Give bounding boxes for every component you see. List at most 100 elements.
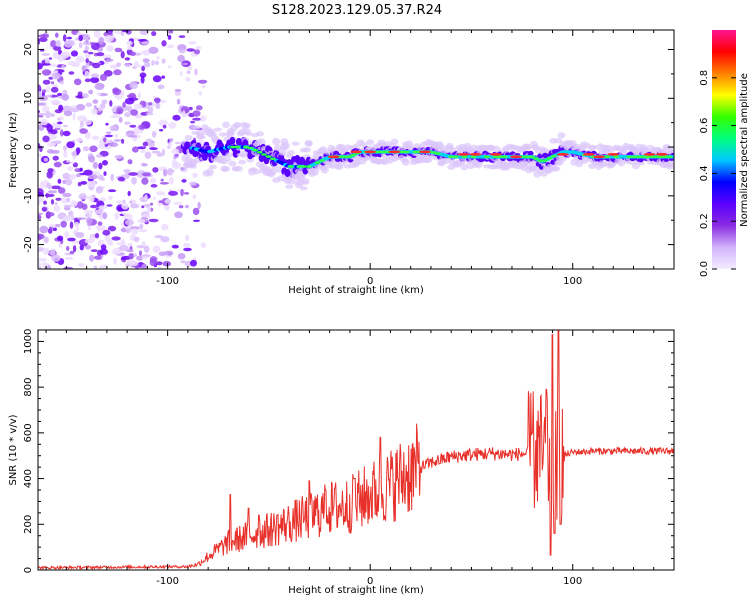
noise-speckle <box>142 49 151 56</box>
noise-speckle <box>94 209 104 215</box>
noise-speckle <box>156 56 160 60</box>
noise-speckle <box>179 71 183 76</box>
noise-speckle <box>91 171 100 176</box>
ridge-max <box>582 153 595 156</box>
noise-speckle <box>98 206 103 211</box>
noise-speckle <box>137 91 141 99</box>
spectrogram-xlabel: Height of straight line (km) <box>288 285 424 296</box>
noise-speckle <box>122 199 126 204</box>
noise-speckle <box>96 224 106 232</box>
noise-speckle <box>86 217 93 225</box>
noise-speckle <box>104 61 109 65</box>
noise-speckle <box>166 168 174 176</box>
noise-speckle <box>66 36 73 40</box>
ridge-peak <box>376 150 383 154</box>
noise-speckle <box>132 146 139 153</box>
ridge-halo <box>225 152 234 158</box>
noise-speckle <box>96 92 102 96</box>
ridge-halo <box>184 134 193 141</box>
noise-speckle <box>180 260 186 264</box>
noise-speckle <box>46 212 55 217</box>
noise-speckle <box>62 172 71 180</box>
ridge-halo <box>257 138 266 146</box>
noise-speckle <box>157 266 162 269</box>
noise-speckle <box>116 242 126 246</box>
noise-speckle <box>164 198 172 204</box>
noise-speckle <box>64 216 71 222</box>
noise-speckle <box>120 90 125 97</box>
noise-speckle <box>185 77 191 82</box>
noise-speckle <box>124 226 130 230</box>
ridge-halo <box>192 125 201 130</box>
spectrogram-area <box>38 30 674 269</box>
noise-speckle <box>180 189 184 197</box>
noise-speckle <box>127 45 133 51</box>
ridge-max <box>643 153 656 156</box>
noise-speckle <box>73 150 77 156</box>
noise-speckle <box>181 110 186 118</box>
ridge-halo <box>552 166 561 172</box>
noise-speckle <box>76 32 82 36</box>
y-tick-label: 0 <box>23 144 34 150</box>
noise-speckle <box>108 195 113 200</box>
noise-speckle <box>131 177 137 185</box>
noise-speckle <box>70 200 78 208</box>
noise-speckle <box>66 159 71 163</box>
ridge-halo <box>301 180 310 185</box>
noise-speckle <box>141 177 149 185</box>
ridge-peak <box>305 165 312 168</box>
noise-speckle <box>52 155 59 161</box>
noise-speckle <box>141 263 148 269</box>
noise-speckle <box>66 246 70 251</box>
y-tick-label: 800 <box>23 378 34 397</box>
noise-speckle <box>45 111 52 119</box>
noise-speckle <box>174 141 181 145</box>
noise-speckle <box>167 142 173 147</box>
ridge-peak <box>229 145 236 149</box>
ridge-halo <box>669 146 674 154</box>
ridge-peak <box>412 150 419 154</box>
ridge-peak <box>546 157 553 160</box>
ridge-max <box>418 150 431 154</box>
noise-speckle <box>41 59 46 66</box>
noise-speckle <box>151 59 155 66</box>
ridge-peak <box>501 155 508 159</box>
noise-speckle <box>62 34 67 42</box>
noise-speckle <box>119 244 129 252</box>
noise-speckle <box>58 107 64 111</box>
noise-speckle <box>38 201 41 206</box>
noise-speckle <box>184 204 189 209</box>
noise-speckle <box>173 201 183 205</box>
noise-speckle <box>201 84 206 89</box>
ridge-halo <box>335 164 344 170</box>
ridge-peak <box>604 155 611 159</box>
noise-speckle <box>50 150 60 154</box>
noise-speckle <box>152 167 159 173</box>
noise-speckle <box>131 228 139 235</box>
noise-speckle <box>60 129 64 137</box>
y-tick-label: 200 <box>23 515 34 534</box>
noise-speckle <box>112 87 120 94</box>
noise-speckle <box>50 99 61 105</box>
noise-speckle <box>126 40 133 46</box>
noise-speckle <box>84 119 92 126</box>
ridge-halo <box>304 139 313 147</box>
noise-speckle <box>143 245 150 253</box>
noise-speckle <box>144 203 151 208</box>
noise-speckle <box>52 70 59 74</box>
ridge-peak <box>265 155 272 158</box>
ridge-halo <box>291 141 300 146</box>
noise-speckle <box>136 255 143 261</box>
noise-speckle <box>115 95 123 100</box>
noise-speckle <box>95 186 104 194</box>
noise-speckle <box>154 235 164 239</box>
noise-speckle <box>84 131 92 139</box>
ridge-peak <box>537 159 544 162</box>
noise-speckle <box>171 244 179 249</box>
noise-speckle <box>189 181 197 186</box>
noise-speckle <box>146 112 154 116</box>
noise-speckle <box>42 247 50 255</box>
noise-speckle <box>67 60 77 66</box>
noise-speckle <box>58 187 66 194</box>
